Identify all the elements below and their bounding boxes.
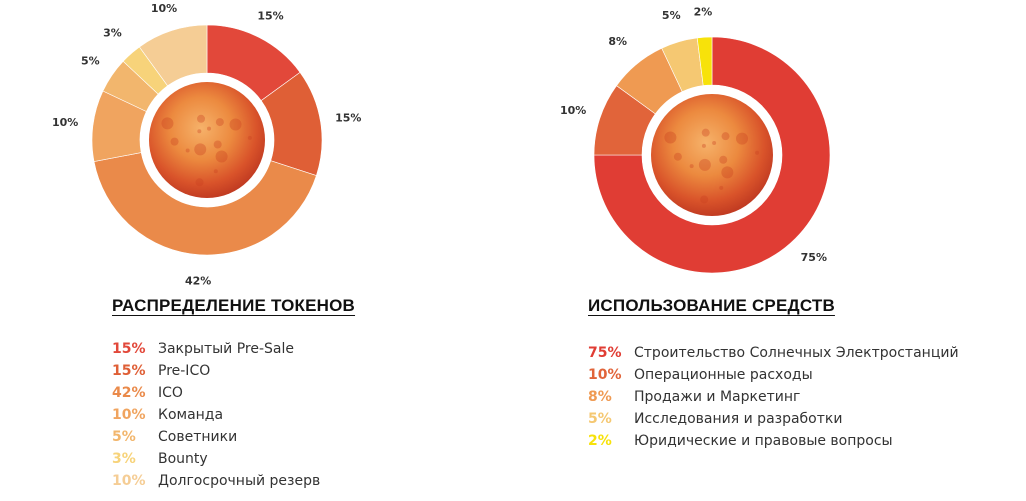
legend-percent: 5%: [112, 429, 136, 445]
legend-percent: 75%: [588, 345, 622, 361]
legend-item: 10% Команда: [112, 404, 355, 426]
legend-item: 5% Исследования и разработки: [588, 408, 959, 430]
legend-item: 8% Продажи и Маркетинг: [588, 386, 959, 408]
sun-texture-spot: [170, 137, 179, 146]
sun-texture-spot: [207, 126, 212, 131]
slice-data-label: 10%: [52, 116, 78, 129]
token-distribution-legend: РАСПРЕДЕЛЕНИЕ ТОКЕНОВ 15% Закрытый Pre-Sa…: [112, 296, 355, 492]
funds-usage-legend: ИСПОЛЬЗОВАНИЕ СРЕДСТВ 75% Строительство С…: [588, 296, 959, 452]
token-legend-list: 15% Закрытый Pre-Sale 15% Pre-ICO 42% ICO 1…: [112, 338, 355, 492]
legend-item: 15% Pre-ICO: [112, 360, 355, 382]
legend-percent: 10%: [112, 407, 146, 423]
token-distribution-title: РАСПРЕДЕЛЕНИЕ ТОКЕНОВ: [112, 296, 356, 315]
sun-texture-spot: [213, 140, 222, 149]
sun-texture-spot: [673, 152, 682, 161]
sun-texture-spot: [721, 132, 730, 141]
legend-percent: 10%: [588, 367, 622, 383]
legend-item: 15% Закрытый Pre-Sale: [112, 338, 355, 360]
slice-data-label: 2%: [694, 5, 713, 18]
legend-item: 10% Операционные расходы: [588, 364, 959, 386]
legend-label: Советники: [158, 429, 238, 445]
slice-data-label: 5%: [662, 9, 681, 22]
sun-texture-spot: [712, 140, 717, 145]
sun-texture-spot: [701, 143, 706, 148]
sun-texture-spot: [736, 132, 749, 145]
slice-data-label: 10%: [151, 2, 177, 15]
legend-label: Закрытый Pre-Sale: [158, 341, 294, 357]
sun-texture-spot: [689, 164, 694, 169]
sun-texture-spot: [721, 166, 734, 179]
legend-label: Строительство Солнечных Электростанций: [634, 345, 959, 361]
legend-label: ICO: [158, 385, 183, 401]
legend-label: Продажи и Маркетинг: [634, 389, 801, 405]
legend-percent: 8%: [588, 389, 612, 405]
sun-texture-spot: [197, 114, 206, 123]
sun-texture-spot: [229, 118, 242, 131]
token-distribution-donut: 15% 15% 42% 10% 5% 3% 10%: [52, 2, 361, 288]
slice-data-label: 15%: [257, 9, 283, 22]
sun-texture-spot: [215, 150, 228, 163]
slice-data-label: 3%: [103, 27, 122, 40]
legend-label: Исследования и разработки: [634, 411, 843, 427]
sun-texture-spot: [664, 131, 677, 144]
legend-percent: 5%: [588, 411, 612, 427]
donut-slice: [93, 152, 317, 256]
sun-image: [149, 82, 265, 198]
sun-texture-spot: [247, 135, 252, 140]
legend-percent: 42%: [112, 385, 146, 401]
slice-data-label: 8%: [608, 35, 627, 48]
legend-item: 10% Долгосрочный резерв: [112, 470, 355, 492]
funds-legend-list: 75% Строительство Солнечных Электростанци…: [588, 342, 959, 452]
sun-texture-spot: [161, 117, 174, 130]
funds-usage-title: ИСПОЛЬЗОВАНИЕ СРЕДСТВ: [588, 296, 835, 315]
sun-texture-spot: [194, 143, 207, 156]
slice-data-label: 10%: [560, 104, 586, 117]
sun-texture-spot: [213, 169, 218, 174]
legend-item: 5% Советники: [112, 426, 355, 448]
slice-data-label: 75%: [801, 251, 827, 264]
legend-label: Bounty: [158, 451, 208, 467]
legend-item: 2% Юридические и правовые вопросы: [588, 430, 959, 452]
legend-percent: 3%: [112, 451, 136, 467]
legend-item: 75% Строительство Солнечных Электростанци…: [588, 342, 959, 364]
funds-usage-donut: 75% 10% 8% 5% 2%: [560, 5, 831, 274]
legend-label: Долгосрочный резерв: [158, 473, 321, 489]
sun-texture-spot: [215, 118, 224, 127]
legend-percent: 2%: [588, 433, 612, 449]
legend-percent: 15%: [112, 363, 146, 379]
legend-label: Команда: [158, 407, 224, 423]
sun-texture-spot: [719, 185, 724, 190]
legend-label: Юридические и правовые вопросы: [634, 433, 893, 449]
slice-data-label: 42%: [185, 275, 211, 288]
sun-texture-spot: [755, 150, 760, 155]
slice-data-label: 5%: [81, 55, 100, 68]
legend-item: 3% Bounty: [112, 448, 355, 470]
legend-label: Pre-ICO: [158, 363, 211, 379]
sun-texture-spot: [700, 195, 709, 204]
sun-texture-spot: [185, 148, 190, 153]
legend-label: Операционные расходы: [634, 367, 813, 383]
legend-percent: 15%: [112, 341, 146, 357]
sun-texture-spot: [719, 155, 728, 164]
legend-item: 42% ICO: [112, 382, 355, 404]
sun-texture-spot: [197, 129, 202, 134]
sun-texture-spot: [701, 128, 710, 137]
sun-image: [651, 94, 773, 216]
sun-texture-spot: [698, 158, 711, 171]
legend-percent: 10%: [112, 473, 146, 489]
slice-data-label: 15%: [335, 112, 361, 125]
sun-texture-spot: [195, 178, 204, 187]
